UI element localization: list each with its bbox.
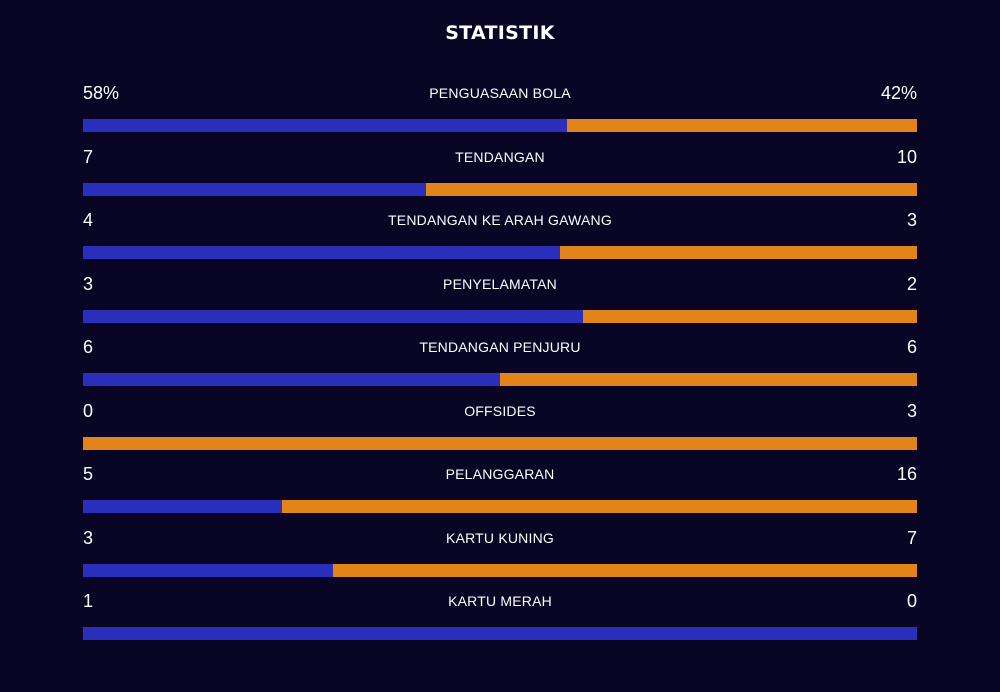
stat-row-possession: 58% PENGUASAAN BOLA 42% bbox=[83, 80, 917, 144]
comparison-bar bbox=[83, 563, 917, 577]
away-bar-segment bbox=[559, 246, 917, 259]
stats-list: 58% PENGUASAAN BOLA 42% 7 TENDANGAN 10 4… bbox=[83, 80, 917, 652]
home-value: 3 bbox=[83, 273, 94, 294]
stat-row-offsides: 0 OFFSIDES 3 bbox=[83, 398, 917, 462]
away-bar-segment bbox=[426, 182, 917, 196]
stat-row-red-cards: 1 KARTU MERAH 0 bbox=[83, 588, 917, 652]
stat-label: KARTU MERAH bbox=[448, 593, 552, 609]
home-value: 4 bbox=[83, 210, 94, 230]
stat-row-corners: 6 TENDANGAN PENJURU 6 bbox=[83, 334, 917, 398]
home-value: 6 bbox=[83, 337, 94, 357]
away-bar-segment bbox=[83, 436, 917, 450]
home-bar-segment bbox=[83, 119, 567, 132]
home-value: 5 bbox=[83, 464, 94, 484]
away-value: 3 bbox=[906, 210, 917, 230]
stat-label: TENDANGAN PENJURU bbox=[419, 339, 581, 355]
stat-label: PENYELAMATAN bbox=[443, 275, 557, 292]
stat-row-shots-on-target: 4 TENDANGAN KE ARAH GAWANG 3 bbox=[83, 207, 917, 271]
stat-label: PELANGGARAN bbox=[445, 466, 555, 482]
home-bar-segment bbox=[83, 627, 917, 640]
away-value: 3 bbox=[906, 400, 917, 421]
home-bar-segment bbox=[83, 373, 500, 386]
away-bar-segment bbox=[500, 373, 917, 386]
away-value: 0 bbox=[906, 591, 917, 611]
stat-row-shots: 7 TENDANGAN 10 bbox=[83, 144, 917, 208]
away-value: 42% bbox=[880, 83, 917, 103]
comparison-bar bbox=[83, 309, 917, 323]
away-bar-segment bbox=[566, 119, 917, 132]
stat-label: TENDANGAN bbox=[455, 148, 545, 165]
comparison-bar bbox=[83, 500, 917, 513]
away-value: 7 bbox=[906, 527, 917, 548]
away-bar-segment bbox=[333, 563, 917, 577]
stat-label: TENDANGAN KE ARAH GAWANG bbox=[388, 212, 612, 228]
home-value: 0 bbox=[83, 400, 94, 421]
home-bar-segment bbox=[83, 246, 560, 259]
home-bar-segment bbox=[83, 182, 427, 196]
stat-label: KARTU KUNING bbox=[446, 529, 554, 546]
home-bar-segment bbox=[83, 500, 282, 513]
away-value: 2 bbox=[906, 273, 917, 294]
home-value: 7 bbox=[83, 146, 94, 167]
away-value: 6 bbox=[906, 337, 917, 357]
stat-row-yellow-cards: 3 KARTU KUNING 7 bbox=[83, 525, 917, 589]
comparison-bar bbox=[83, 373, 917, 386]
home-value: 1 bbox=[83, 591, 94, 611]
stats-title: STATISTIK bbox=[445, 22, 555, 44]
away-bar-segment bbox=[281, 500, 917, 513]
comparison-bar bbox=[83, 246, 917, 259]
home-value: 3 bbox=[83, 527, 94, 548]
home-value: 58% bbox=[83, 83, 120, 103]
stat-row-fouls: 5 PELANGGARAN 16 bbox=[83, 461, 917, 525]
comparison-bar bbox=[83, 627, 917, 640]
away-bar-segment bbox=[583, 309, 917, 323]
away-value: 16 bbox=[896, 464, 917, 484]
home-bar-segment bbox=[83, 563, 334, 577]
stat-label: PENGUASAAN BOLA bbox=[429, 85, 571, 101]
away-value: 10 bbox=[896, 146, 917, 167]
stat-label: OFFSIDES bbox=[464, 402, 536, 419]
comparison-bar bbox=[83, 119, 917, 132]
comparison-bar bbox=[83, 182, 917, 196]
comparison-bar bbox=[83, 436, 917, 450]
home-bar-segment bbox=[83, 309, 584, 323]
stat-row-saves: 3 PENYELAMATAN 2 bbox=[83, 271, 917, 335]
